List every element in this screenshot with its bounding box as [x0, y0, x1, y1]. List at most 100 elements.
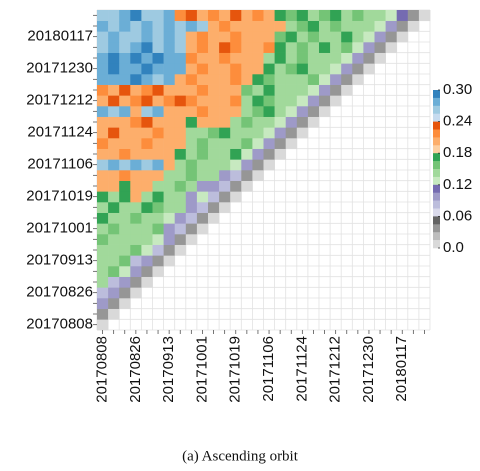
heatmap-cell [285, 10, 298, 21]
heatmap-cell [307, 116, 320, 128]
heatmap-cell [196, 20, 209, 32]
heatmap-cell [174, 52, 187, 64]
heatmap-cell [97, 127, 109, 139]
heatmap-cell [208, 106, 220, 117]
heatmap-cell [285, 116, 298, 128]
heatmap-cell [208, 148, 220, 160]
heatmap-cell [385, 10, 397, 21]
heatmap-cell [307, 95, 320, 107]
heatmap-cell [119, 255, 131, 267]
heatmap-cell [208, 202, 220, 213]
heatmap-cell [330, 31, 342, 43]
colorbar-swatch [433, 192, 440, 201]
heatmap-cell [97, 212, 109, 224]
heatmap-cell [119, 191, 131, 203]
heatmap-cell [163, 223, 175, 235]
heatmap-cell [174, 170, 187, 181]
heatmap-cell [319, 20, 331, 32]
heatmap-cell [296, 84, 309, 96]
heatmap-cell [341, 42, 353, 53]
heatmap-cell [108, 127, 120, 139]
heatmap-cell [196, 106, 209, 117]
heatmap-cell [263, 52, 275, 64]
heatmap-cell [252, 42, 264, 53]
heatmap-cell [285, 106, 298, 117]
heatmap-cell [196, 95, 209, 107]
heatmap-cell [285, 95, 298, 107]
heatmap-cell [196, 159, 209, 171]
heatmap-cell [152, 106, 164, 117]
heatmap-cell [130, 52, 142, 64]
heatmap-cell [130, 223, 142, 235]
heatmap-cell [219, 127, 231, 139]
heatmap-cell [252, 84, 264, 96]
heatmap-cell [307, 42, 320, 53]
heatmap-cell [263, 74, 275, 85]
heatmap-cell [319, 95, 331, 107]
heatmap-cell [119, 266, 131, 277]
heatmap-cell [263, 10, 275, 21]
heatmap-cell [119, 202, 131, 213]
colorbar-swatch [433, 161, 440, 170]
heatmap-cell [208, 180, 220, 192]
heatmap-cell [208, 212, 220, 224]
heatmap-cell [219, 202, 231, 213]
heatmap-cell [119, 287, 131, 299]
heatmap-cell [341, 10, 353, 21]
heatmap-cell [196, 202, 209, 213]
heatmap-cell [108, 276, 120, 288]
heatmap-cell [174, 20, 187, 32]
heatmap-cell [196, 116, 209, 128]
heatmap-cell [163, 202, 175, 213]
heatmap-cell [97, 191, 109, 203]
colorbar-swatch [433, 145, 440, 154]
heatmap-cell [97, 255, 109, 267]
heatmap-cell [163, 84, 175, 96]
y-tick-label: 20171001 [26, 220, 93, 237]
y-tick-label: 20170826 [26, 284, 93, 301]
heatmap-cell [108, 20, 120, 32]
heatmap-cell [208, 116, 220, 128]
heatmap-cell [330, 10, 342, 21]
heatmap-cell [108, 106, 120, 117]
heatmap-cell [208, 10, 220, 21]
heatmap-cell [219, 180, 231, 192]
heatmap-cell [141, 170, 153, 181]
heatmap-cell [307, 31, 320, 43]
heatmap-cell [174, 95, 187, 107]
heatmap-cell [319, 31, 331, 43]
heatmap-cell [285, 52, 298, 64]
heatmap-cell [141, 148, 153, 160]
heatmap-cell [307, 74, 320, 85]
heatmap-cell [152, 63, 164, 75]
heatmap-cell [252, 127, 264, 139]
colorbar-tick-label: 0.30 [443, 81, 472, 98]
heatmap-cell [319, 74, 331, 85]
heatmap-cell [163, 127, 175, 139]
heatmap-cell [296, 106, 309, 117]
heatmap-cell [208, 74, 220, 85]
heatmap-cell [307, 20, 320, 32]
heatmap-cell [119, 31, 131, 43]
heatmap-cell [263, 106, 275, 117]
y-tick-label: 20180117 [27, 28, 93, 45]
heatmap-cell [130, 212, 142, 224]
x-tick-label: 20170826 [127, 336, 144, 403]
heatmap-cell [119, 276, 131, 288]
heatmap-cell [219, 170, 231, 181]
heatmap-cell [219, 95, 231, 107]
heatmap-cell [119, 74, 131, 85]
heatmap-cell [108, 31, 120, 43]
heatmap-cell [174, 223, 187, 235]
heatmap-cell [196, 42, 209, 53]
heatmap-cell [152, 52, 164, 64]
x-tick-label: 20171124 [293, 336, 310, 402]
heatmap-cell [274, 148, 286, 160]
heatmap-cell [241, 106, 253, 117]
heatmap-cell [196, 212, 209, 224]
heatmap-cell [252, 159, 264, 171]
heatmap-cell [385, 42, 397, 53]
heatmap-cell [319, 10, 331, 21]
heatmap-cell [241, 52, 253, 64]
heatmap-cell [141, 180, 153, 192]
